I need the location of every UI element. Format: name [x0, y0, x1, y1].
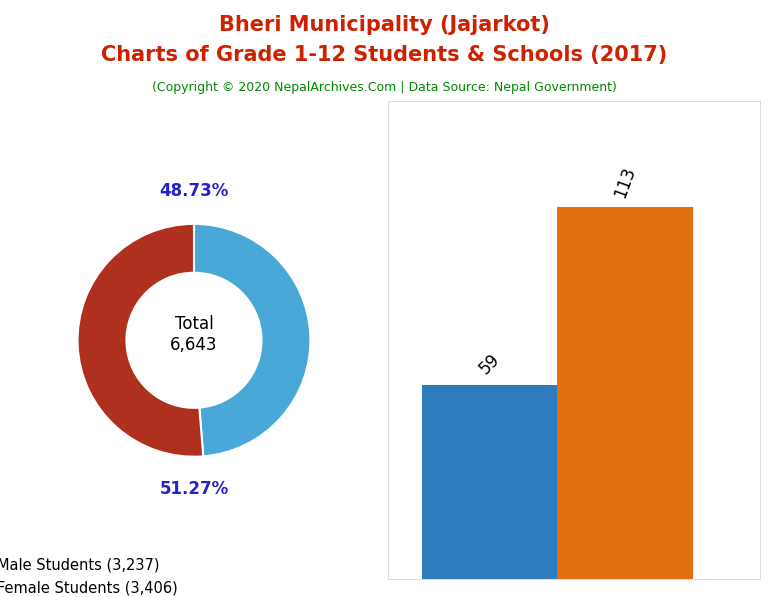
- Wedge shape: [78, 224, 204, 457]
- Wedge shape: [194, 224, 310, 456]
- Text: Charts of Grade 1-12 Students & Schools (2017): Charts of Grade 1-12 Students & Schools …: [101, 45, 667, 65]
- Text: 48.73%: 48.73%: [159, 182, 229, 200]
- Text: Total
6,643: Total 6,643: [170, 315, 217, 354]
- Legend: Male Students (3,237), Female Students (3,406): Male Students (3,237), Female Students (…: [0, 552, 184, 597]
- Text: Bheri Municipality (Jajarkot): Bheri Municipality (Jajarkot): [219, 15, 549, 35]
- Bar: [422, 384, 557, 579]
- Text: (Copyright © 2020 NepalArchives.Com | Data Source: Nepal Government): (Copyright © 2020 NepalArchives.Com | Da…: [151, 81, 617, 94]
- Text: 113: 113: [611, 164, 639, 201]
- Text: 59: 59: [475, 350, 503, 378]
- Text: 51.27%: 51.27%: [159, 481, 229, 498]
- Bar: [557, 207, 693, 579]
